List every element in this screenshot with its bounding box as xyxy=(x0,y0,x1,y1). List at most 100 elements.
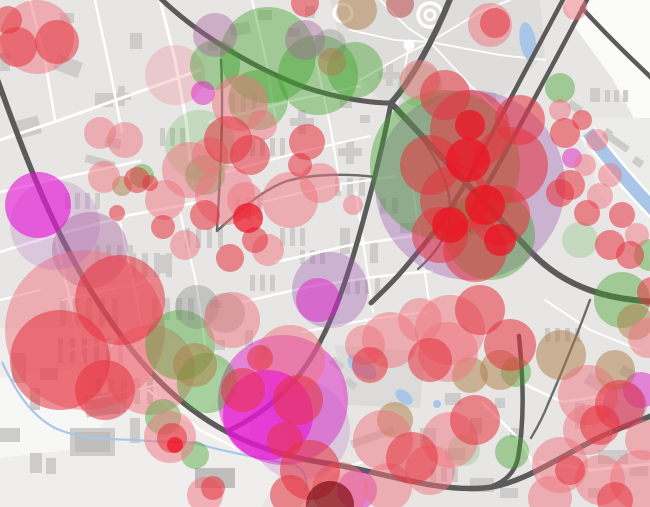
data-bubble-red[interactable] xyxy=(480,8,510,38)
data-bubble-pink[interactable] xyxy=(628,318,650,358)
data-bubble-red[interactable] xyxy=(201,476,225,500)
data-bubble-pink[interactable] xyxy=(549,99,571,121)
data-bubble-brightred[interactable] xyxy=(233,203,263,233)
secondary-road xyxy=(529,298,592,440)
building xyxy=(250,275,255,291)
data-bubble-palepink[interactable] xyxy=(145,45,205,105)
data-bubble-red[interactable] xyxy=(291,0,319,17)
data-bubble-pink[interactable] xyxy=(88,161,120,193)
data-bubble-red[interactable] xyxy=(273,375,323,425)
data-bubble-red[interactable] xyxy=(289,124,325,160)
data-bubble-pink[interactable] xyxy=(145,180,185,220)
building xyxy=(106,245,111,261)
data-bubble-red[interactable] xyxy=(0,6,22,34)
building xyxy=(392,198,398,214)
data-bubble-tan[interactable] xyxy=(337,0,377,30)
data-bubble-pink[interactable] xyxy=(574,154,596,176)
building xyxy=(380,198,386,214)
data-bubble-red[interactable] xyxy=(616,241,644,269)
data-bubble-red[interactable] xyxy=(242,227,268,253)
data-bubble-brightred[interactable] xyxy=(446,138,490,182)
data-bubble-tan[interactable] xyxy=(536,330,586,380)
data-bubble-pink[interactable] xyxy=(586,129,608,151)
data-bubble-green[interactable] xyxy=(190,40,240,90)
data-bubble-brightred[interactable] xyxy=(455,110,485,140)
building xyxy=(370,243,378,263)
building xyxy=(95,193,100,209)
data-bubble-green[interactable] xyxy=(495,435,529,469)
data-bubble-red[interactable] xyxy=(75,360,135,420)
data-bubble-tan[interactable] xyxy=(173,343,217,387)
data-bubble-brightred[interactable] xyxy=(432,207,468,243)
data-bubble-red[interactable] xyxy=(609,202,635,228)
data-bubble-mauve[interactable] xyxy=(285,20,325,60)
building xyxy=(270,138,275,156)
data-bubble-red[interactable] xyxy=(190,200,220,230)
data-bubble-red[interactable] xyxy=(455,285,505,335)
building xyxy=(0,428,20,442)
pond xyxy=(395,389,413,405)
data-bubble-red[interactable] xyxy=(472,127,548,203)
data-bubble-darkred[interactable] xyxy=(306,481,354,507)
data-bubble-pink[interactable] xyxy=(107,122,143,158)
data-bubble-red[interactable] xyxy=(124,167,150,193)
data-bubble-red[interactable] xyxy=(408,338,452,382)
data-bubble-palegreen[interactable] xyxy=(562,222,598,258)
data-bubble-red[interactable] xyxy=(550,118,580,148)
data-bubble-pink[interactable] xyxy=(204,292,260,348)
data-bubble-red[interactable] xyxy=(221,368,265,412)
data-bubble-red[interactable] xyxy=(484,319,536,371)
data-bubble-red[interactable] xyxy=(572,110,592,130)
building xyxy=(154,253,160,277)
data-bubble-red[interactable] xyxy=(247,345,273,371)
data-bubble-red[interactable] xyxy=(546,179,574,207)
building xyxy=(378,72,400,79)
data-bubble-magenta[interactable] xyxy=(296,278,340,322)
data-bubble-red[interactable] xyxy=(0,27,37,67)
data-bubble-red[interactable] xyxy=(555,455,585,485)
data-bubble-red[interactable] xyxy=(420,70,470,120)
data-bubble-red[interactable] xyxy=(270,475,310,507)
data-bubble-pink[interactable] xyxy=(300,163,340,203)
data-bubble-red[interactable] xyxy=(216,244,244,272)
data-bubble-red[interactable] xyxy=(288,153,312,177)
data-bubble-red[interactable] xyxy=(35,20,79,64)
data-bubble-brightred[interactable] xyxy=(484,224,516,256)
data-bubble-pink[interactable] xyxy=(598,163,622,187)
data-bubble-mauve[interactable] xyxy=(193,13,237,57)
data-bubble-red[interactable] xyxy=(574,200,600,226)
data-bubble-red[interactable] xyxy=(450,395,500,445)
data-bubble-mutedred[interactable] xyxy=(386,0,414,18)
data-bubble-red[interactable] xyxy=(400,135,460,195)
building xyxy=(188,298,194,320)
data-bubble-red[interactable] xyxy=(597,482,633,507)
data-bubble-brightred[interactable] xyxy=(465,185,505,225)
data-bubble-pink[interactable] xyxy=(563,0,587,20)
data-bubble-red[interactable] xyxy=(109,205,125,221)
data-bubble-red[interactable] xyxy=(230,135,270,175)
data-bubble-pink[interactable] xyxy=(170,230,200,260)
data-bubble-red[interactable] xyxy=(637,277,650,307)
building xyxy=(280,138,285,156)
building xyxy=(30,453,42,473)
data-bubble-red[interactable] xyxy=(352,347,388,383)
data-bubble-red[interactable] xyxy=(386,432,438,484)
data-bubble-red[interactable] xyxy=(495,95,545,145)
data-bubble-brightred[interactable] xyxy=(167,437,183,453)
minor-road xyxy=(0,68,202,142)
data-bubble-green[interactable] xyxy=(545,73,575,103)
data-bubble-red[interactable] xyxy=(151,215,175,239)
data-bubble-magenta[interactable] xyxy=(191,81,215,105)
building xyxy=(170,128,175,146)
building xyxy=(320,250,325,264)
data-bubble-red[interactable] xyxy=(595,380,645,430)
data-bubble-brightmagenta[interactable] xyxy=(5,172,71,238)
data-bubble-pink[interactable] xyxy=(343,195,363,215)
data-bubble-pink[interactable] xyxy=(625,420,650,460)
data-bubble-red[interactable] xyxy=(75,255,165,345)
data-bubble-tan[interactable] xyxy=(318,48,346,76)
data-bubble-pink[interactable] xyxy=(625,223,649,247)
data-bubble-pink[interactable] xyxy=(247,110,277,140)
